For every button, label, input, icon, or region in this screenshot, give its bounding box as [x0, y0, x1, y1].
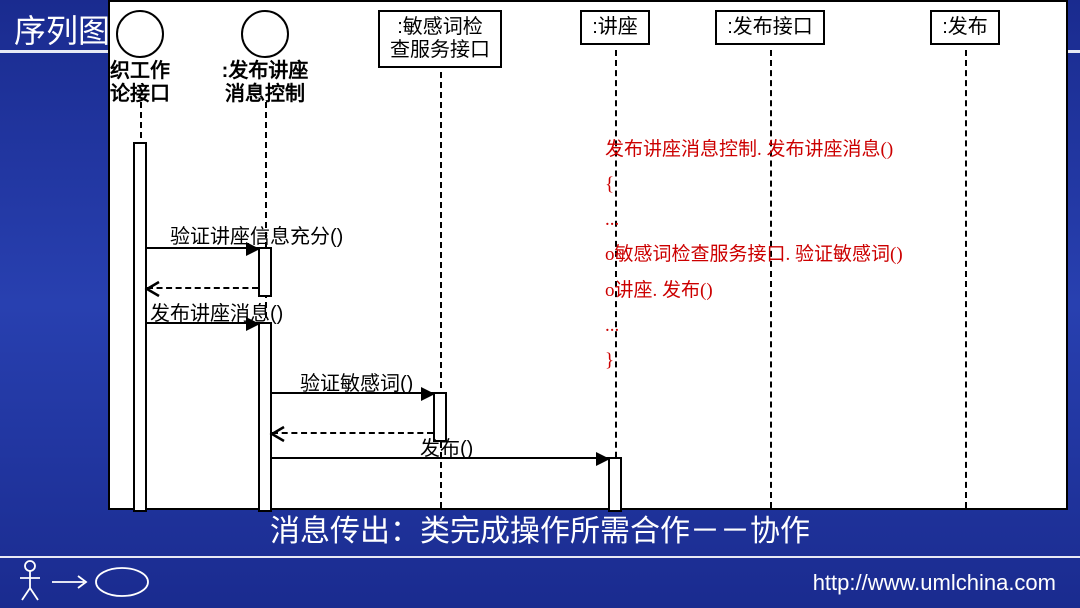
code-line: 发布讲座消息控制. 发布讲座消息(): [605, 132, 903, 167]
footer-url: http://www.umlchina.com: [813, 570, 1056, 596]
lifeline-head-control: :发布讲座消息控制: [195, 10, 335, 106]
arrow-head-icon: [143, 280, 161, 298]
activation-control-2: [258, 322, 272, 512]
code-line: o敏感词检查服务接口. 验证敏感词(): [605, 237, 903, 272]
message-arrow-4: [272, 432, 433, 434]
message-label-2: 发布讲座消息(): [150, 297, 283, 326]
arrow-head-icon: [594, 450, 612, 468]
message-arrow-1: [147, 287, 258, 289]
lifeline-head-pubif: :发布接口: [700, 10, 840, 45]
lifeline-head-boundary: 织工作论接口: [70, 10, 210, 106]
code-line: ...: [605, 308, 903, 343]
arrow-head-icon: [268, 425, 286, 443]
code-overlay: 发布讲座消息控制. 发布讲座消息(){...o敏感词检查服务接口. 验证敏感词(…: [605, 132, 903, 378]
diagram-panel: 织工作论接口:发布讲座消息控制:敏感词检查服务接口:讲座:发布接口:发布验证讲座…: [108, 0, 1068, 510]
activation-boundary-0: [133, 142, 147, 512]
code-line: ...: [605, 202, 903, 237]
message-label-5: 发布(): [420, 432, 473, 461]
code-line: o讲座. 发布(): [605, 273, 903, 308]
arrow-head-icon: [419, 385, 437, 403]
message-label-3: 验证敏感词(): [300, 367, 413, 396]
message-label-0: 验证讲座信息充分(): [170, 220, 343, 249]
code-line: }: [605, 343, 903, 378]
lifeline-head-svc: :敏感词检查服务接口: [370, 10, 510, 68]
code-line: {: [605, 167, 903, 202]
lifeline-head-pub: :发布: [895, 10, 1035, 45]
lifeline-head-lecture: :讲座: [545, 10, 685, 45]
lifeline-pub: [965, 50, 967, 508]
slide-caption: 消息传出：类完成操作所需合作－－协作: [0, 506, 1080, 550]
footer-icon: [14, 558, 164, 604]
